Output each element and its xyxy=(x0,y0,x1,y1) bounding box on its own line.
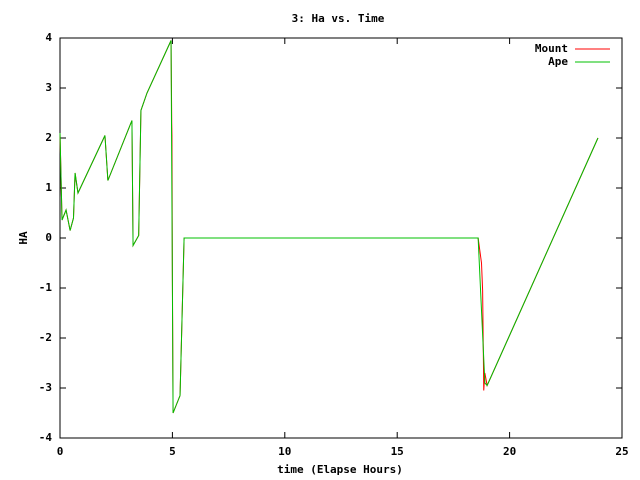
y-tick-label: 4 xyxy=(45,31,52,44)
y-tick-label: 1 xyxy=(45,181,52,194)
y-tick-label: 3 xyxy=(45,81,52,94)
x-tick-label: 10 xyxy=(278,445,291,458)
y-tick-label: 0 xyxy=(45,231,52,244)
legend-label: Mount xyxy=(535,42,568,55)
chart-title: 3: Ha vs. Time xyxy=(292,12,385,25)
y-tick-label: -1 xyxy=(39,281,53,294)
x-tick-label: 0 xyxy=(57,445,64,458)
legend-label: Ape xyxy=(548,55,568,68)
x-tick-label: 25 xyxy=(615,445,628,458)
y-tick-label: -2 xyxy=(39,331,52,344)
x-axis-label: time (Elapse Hours) xyxy=(277,463,403,476)
y-tick-label: -3 xyxy=(39,381,52,394)
y-tick-label: 2 xyxy=(45,131,52,144)
x-tick-label: 5 xyxy=(169,445,176,458)
series-line xyxy=(59,40,599,414)
x-tick-label: 20 xyxy=(503,445,516,458)
y-axis-label: HA xyxy=(17,231,30,245)
x-tick-label: 15 xyxy=(391,445,404,458)
y-tick-label: -4 xyxy=(39,431,53,444)
